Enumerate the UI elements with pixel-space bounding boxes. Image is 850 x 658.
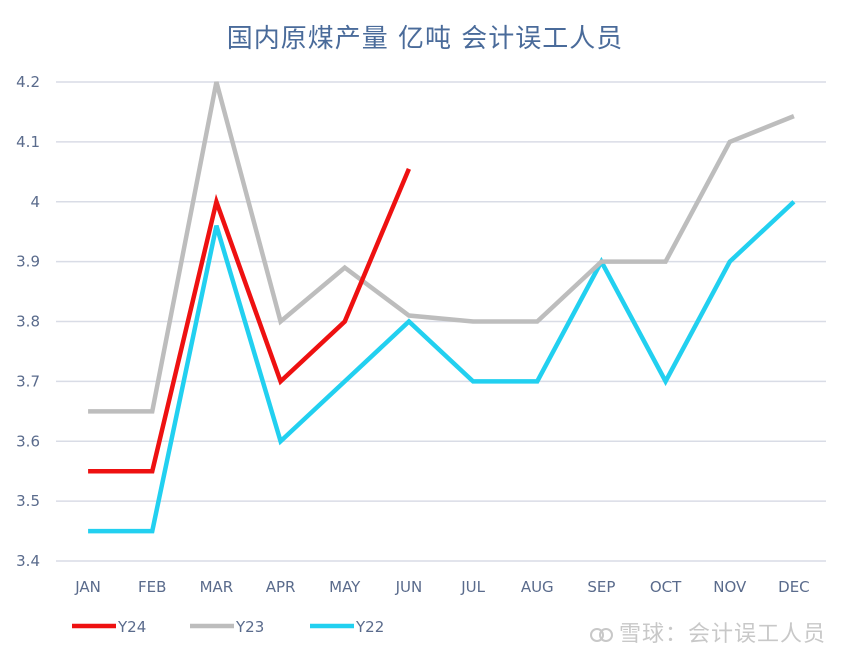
watermark-text: 雪球：会计误工人员 [618, 622, 826, 647]
y-tick-label: 3.5 [16, 492, 40, 510]
y-tick-label: 3.9 [16, 253, 40, 271]
chart-title: 国内原煤产量 亿吨 会计误工人员 [226, 24, 624, 54]
y-tick-label: 4.2 [16, 73, 40, 91]
series-line-y23 [88, 81, 795, 414]
snowball-logo-icon [589, 628, 613, 642]
x-tick-label: MAR [200, 578, 234, 596]
x-tick-label: JUL [460, 578, 485, 596]
legend-label-y23: Y23 [235, 618, 264, 636]
y-tick-label: 4.1 [16, 133, 40, 151]
y-tick-label: 3.6 [16, 432, 40, 450]
x-tick-label: OCT [650, 578, 682, 596]
x-tick-label: MAY [329, 578, 361, 596]
y-tick-label: 3.8 [16, 313, 40, 331]
series-line-y22 [88, 200, 796, 534]
x-tick-label: JUN [395, 578, 423, 596]
x-tick-label: AUG [521, 578, 554, 596]
x-tick-label: FEB [138, 578, 166, 596]
x-tick-label: JAN [74, 578, 101, 596]
y-tick-label: 3.4 [16, 552, 40, 570]
x-tick-label: NOV [713, 578, 747, 596]
x-tick-label: DEC [778, 578, 810, 596]
x-tick-label: SEP [587, 578, 615, 596]
y-tick-label: 3.7 [16, 372, 40, 390]
legend-label-y22: Y22 [355, 618, 384, 636]
legend-label-y24: Y24 [117, 618, 146, 636]
y-tick-label: 4 [30, 193, 40, 211]
x-tick-label: APR [266, 578, 296, 596]
watermark: 雪球：会计误工人员 [589, 616, 826, 648]
series-line-y24 [88, 167, 411, 474]
